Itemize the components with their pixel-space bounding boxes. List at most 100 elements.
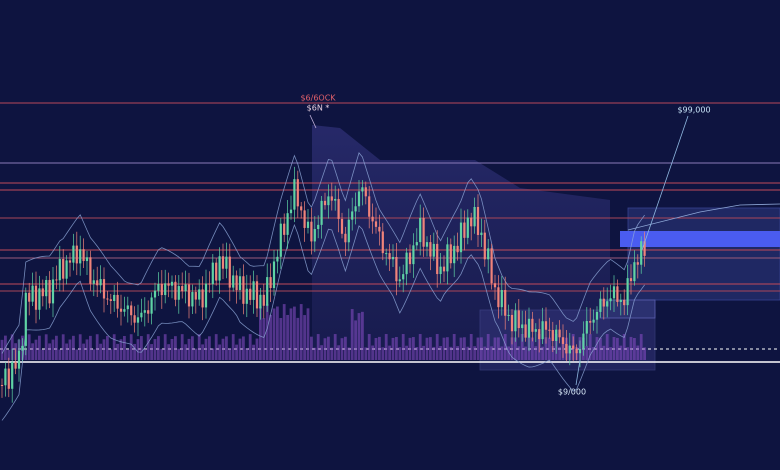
candle-body bbox=[21, 345, 24, 351]
candle-body bbox=[218, 256, 221, 281]
candle-body bbox=[293, 179, 296, 210]
volume-bar bbox=[58, 349, 62, 360]
candle-body bbox=[269, 277, 272, 289]
volume-bar bbox=[163, 334, 167, 360]
volume-bar bbox=[347, 347, 351, 360]
band-upper bbox=[1, 152, 645, 354]
volume-bar bbox=[330, 347, 334, 360]
volume-bar bbox=[201, 344, 204, 360]
volume-bar bbox=[605, 334, 609, 360]
candle-body bbox=[262, 294, 265, 306]
candle-body bbox=[75, 245, 78, 264]
candle-body bbox=[194, 292, 197, 300]
volume-bar bbox=[592, 347, 595, 360]
candle-body bbox=[109, 299, 112, 301]
volume-bar bbox=[367, 334, 371, 360]
candle-body bbox=[531, 318, 534, 332]
volume-bar bbox=[153, 339, 157, 360]
volume-bar bbox=[296, 317, 300, 360]
candle-body bbox=[238, 276, 242, 291]
volume-bar bbox=[211, 348, 215, 360]
volume-bar bbox=[643, 347, 646, 360]
volume-bar bbox=[463, 337, 466, 360]
candle-body bbox=[225, 256, 228, 269]
candle-body bbox=[31, 285, 34, 302]
volume-bar bbox=[415, 347, 419, 360]
volume-bar bbox=[306, 308, 310, 360]
volume-bar bbox=[500, 346, 504, 360]
candle-body bbox=[82, 249, 85, 262]
volume-bar bbox=[476, 337, 480, 360]
candle-body bbox=[504, 290, 507, 316]
candle-body bbox=[510, 314, 514, 332]
volume-bar bbox=[289, 308, 293, 360]
pointer-line bbox=[641, 115, 689, 251]
candle-body bbox=[242, 276, 245, 304]
volume-bar bbox=[184, 344, 187, 360]
candle-body bbox=[327, 196, 330, 206]
candle-body bbox=[572, 345, 575, 349]
band-lower bbox=[1, 223, 645, 421]
volume-bar bbox=[432, 346, 436, 360]
candle-body bbox=[446, 244, 449, 272]
volume-bar bbox=[524, 346, 527, 360]
candle-body bbox=[58, 258, 61, 281]
candle-body bbox=[544, 321, 548, 330]
candle-body bbox=[640, 241, 643, 265]
volume-bar bbox=[350, 309, 354, 360]
candle-body bbox=[170, 281, 174, 286]
volume-bar bbox=[514, 337, 517, 360]
candle-body bbox=[463, 222, 466, 238]
volume-bar bbox=[507, 346, 510, 360]
candle-body bbox=[51, 279, 55, 304]
candle-body bbox=[48, 279, 51, 304]
volume-bar bbox=[371, 345, 374, 360]
candle-body bbox=[419, 217, 422, 243]
candle-body bbox=[249, 288, 252, 300]
candle-body bbox=[585, 321, 588, 334]
volume-bar bbox=[262, 318, 266, 360]
candle-body bbox=[255, 281, 259, 309]
volume-bar bbox=[442, 337, 446, 360]
candle-body bbox=[177, 286, 180, 300]
volume-bar bbox=[72, 335, 75, 360]
candle-body bbox=[167, 283, 170, 286]
volume-bar bbox=[92, 349, 96, 360]
candle-body bbox=[85, 257, 89, 262]
candle-body bbox=[221, 256, 225, 269]
candle-body bbox=[306, 221, 310, 228]
candle-body bbox=[62, 258, 65, 279]
volume-bar bbox=[78, 334, 82, 360]
candle-body bbox=[524, 324, 527, 338]
volume-bar bbox=[299, 304, 303, 360]
volume-bar bbox=[65, 343, 68, 360]
candle-body bbox=[551, 330, 554, 341]
candle-body bbox=[96, 280, 99, 286]
volume-bar bbox=[85, 339, 89, 360]
volume-bar bbox=[510, 337, 514, 360]
volume-bar bbox=[133, 343, 136, 360]
volume-bar bbox=[191, 336, 194, 360]
volume-bar bbox=[187, 338, 191, 360]
volume-bar bbox=[109, 349, 113, 360]
volume-bar bbox=[82, 343, 85, 360]
candle-body bbox=[555, 329, 558, 341]
volume-bar bbox=[425, 337, 429, 360]
candle-body bbox=[483, 232, 486, 260]
candle-body bbox=[344, 233, 347, 243]
volume-bar bbox=[231, 334, 235, 360]
shaded-box bbox=[627, 207, 780, 301]
candle-body bbox=[473, 206, 476, 227]
candle-body bbox=[317, 224, 320, 230]
volume-bar bbox=[55, 335, 58, 360]
candle-body bbox=[425, 242, 429, 247]
volume-bar bbox=[170, 338, 174, 360]
volume-bar bbox=[459, 337, 463, 360]
candle-body bbox=[493, 283, 497, 288]
candle-body bbox=[204, 283, 208, 308]
volume-bar bbox=[446, 337, 449, 360]
volume-bar bbox=[483, 346, 487, 360]
volume-bar bbox=[41, 349, 45, 360]
volume-bar bbox=[469, 334, 473, 360]
volume-bar bbox=[146, 334, 150, 360]
